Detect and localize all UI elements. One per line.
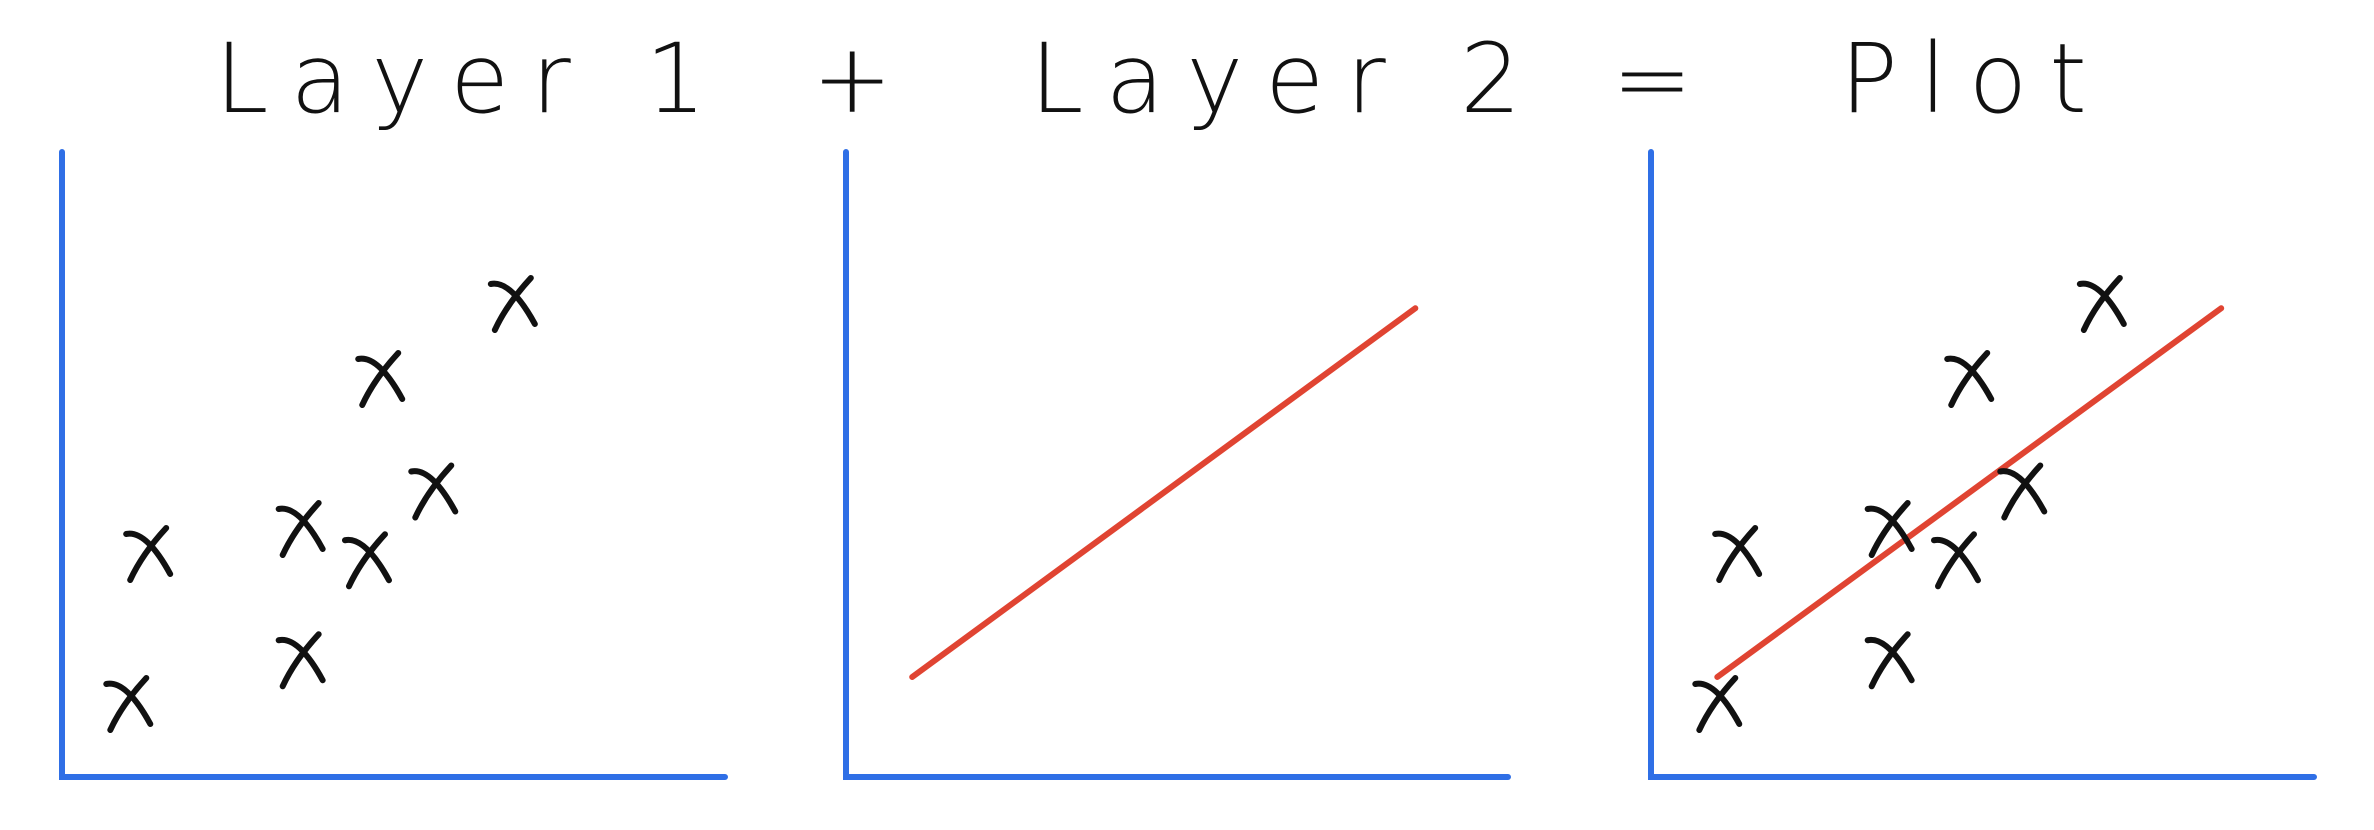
panel-1-points [103,275,538,733]
panel-3-line [1714,305,2225,680]
title-plus: + [812,23,914,135]
point-x-mark [2076,275,2127,333]
point-x-mark [103,675,154,733]
point-x-mark [355,350,406,408]
panel-2-axes [843,149,1511,780]
title-layer-2: Layer 2 [1030,23,1543,135]
point-x-mark [275,631,326,690]
panel-3-axes [1648,149,2317,780]
point-x-mark [1692,675,1743,733]
point-x-mark [408,462,459,521]
point-x-mark [275,500,326,558]
point-x-mark [1944,350,1995,408]
panel-1-axes [59,149,728,780]
point-x-mark [123,525,174,583]
panel-layer-1 [59,149,728,780]
title-plot: Plot [1840,23,2109,135]
point-x-mark [1864,631,1915,690]
panel-plot [1648,149,2317,780]
panel-3-points [1692,275,2127,733]
point-x-mark [1997,462,2048,521]
point-x-mark [1864,500,1915,558]
point-x-mark [1930,531,1981,590]
title-layer-1: Layer 1 [215,23,728,135]
panel-2-line [909,305,1419,680]
title-equals: = [1612,23,1714,135]
point-x-mark [487,275,538,333]
point-x-mark [1712,525,1763,583]
point-x-mark [341,531,392,590]
panel-layer-2 [843,149,1511,780]
